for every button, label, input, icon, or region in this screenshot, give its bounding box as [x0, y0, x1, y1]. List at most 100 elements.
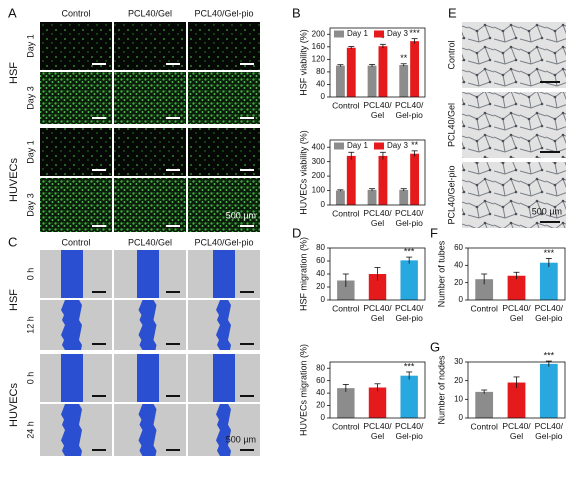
bar — [399, 189, 409, 205]
panel-letter: B — [292, 5, 301, 20]
micrograph — [40, 128, 112, 176]
wound-area — [61, 300, 82, 350]
group-label: HUVECs — [8, 383, 20, 428]
column-header: PCL40/Gel — [128, 237, 172, 247]
bar — [399, 65, 409, 97]
group-label: HUVECs — [8, 158, 20, 203]
legend-label: Day 1 — [347, 29, 368, 38]
row-label: PCL40/Gel — [446, 103, 456, 147]
x-tick-label: PCL40/Gel-pio — [395, 208, 424, 228]
significance: ** — [411, 140, 419, 150]
y-tick-label: 40 — [454, 260, 463, 269]
plot-frame — [467, 361, 566, 419]
micrograph — [188, 72, 260, 124]
bar — [410, 41, 420, 97]
y-tick-label: 0 — [321, 92, 326, 101]
y-tick-label: 20 — [454, 278, 463, 287]
x-tick-label: Control — [332, 303, 360, 313]
bar — [367, 65, 377, 97]
micrograph — [462, 92, 566, 158]
scale-label: 500 µm — [532, 206, 562, 216]
legend-label: Day 3 — [387, 141, 408, 150]
wound-area — [138, 300, 157, 350]
column-header: PCL40/Gel — [128, 8, 172, 18]
row-label: Day 3 — [25, 193, 35, 217]
bar — [335, 190, 345, 205]
x-tick-label: PCL40/Gel — [363, 421, 392, 441]
y-tick-label: 80 — [316, 363, 325, 372]
row-label: 24 h — [25, 421, 35, 439]
y-tick-label: 120 — [312, 54, 326, 63]
x-tick-label: PCL40/Gel — [363, 100, 392, 120]
y-tick-label: 0 — [459, 413, 464, 422]
y-axis-label: HUVECs viability (%) — [298, 130, 308, 215]
column-header: PCL40/Gel-pio — [194, 8, 253, 18]
micrograph — [188, 128, 260, 176]
bar — [400, 375, 418, 418]
y-tick-label: 40 — [316, 388, 325, 397]
y-tick-label: 80 — [316, 243, 325, 252]
x-tick-label: Control — [332, 100, 360, 110]
plot-frame — [329, 361, 426, 419]
y-tick-label: 400 — [312, 142, 326, 151]
bar — [400, 260, 418, 300]
y-tick-label: 100 — [312, 186, 326, 195]
group-label: HSF — [8, 289, 20, 311]
panel-letter: E — [448, 5, 457, 20]
x-tick-label: Control — [470, 303, 498, 313]
micrograph — [114, 128, 186, 176]
row-label: Day 1 — [25, 34, 35, 58]
panel-letter: C — [8, 234, 17, 249]
wound-area — [61, 250, 83, 298]
x-tick-label: PCL40/Gel-pio — [395, 303, 424, 323]
row-label: 0 h — [25, 268, 35, 281]
y-tick-label: 30 — [454, 357, 463, 366]
bar — [539, 363, 558, 418]
micrograph — [114, 72, 186, 124]
group-label: HSF — [8, 62, 20, 84]
wound-area — [61, 404, 82, 456]
y-axis-label: HSF migration (%) — [298, 237, 308, 311]
y-tick-label: 300 — [312, 157, 326, 166]
bar — [337, 388, 355, 418]
bar — [507, 382, 526, 418]
row-label: Day 1 — [25, 140, 35, 164]
y-tick-label: 40 — [316, 80, 325, 89]
bar — [368, 274, 387, 300]
y-axis-label: Number of tubes — [436, 240, 446, 307]
significance: *** — [544, 248, 555, 258]
scale-label: 500 µm — [226, 210, 256, 220]
significance: * — [381, 34, 385, 44]
y-axis-label: HUVECs migration (%) — [298, 344, 308, 436]
wound-area — [216, 404, 231, 456]
wound-area — [138, 404, 157, 456]
scale-label: 500 µm — [226, 434, 256, 444]
plot-frame — [467, 247, 566, 301]
bar — [378, 155, 388, 205]
micrograph — [40, 22, 112, 70]
x-tick-label: PCL40/Gel-pio — [395, 421, 424, 441]
bar — [539, 262, 558, 300]
bar — [337, 280, 355, 300]
panel-letter: A — [8, 5, 17, 20]
x-tick-label: Control — [470, 421, 498, 431]
significance: *** — [409, 28, 420, 38]
x-tick-label: PCL40/Gel — [363, 303, 392, 323]
row-label: 12 h — [25, 316, 35, 334]
micrograph — [188, 178, 260, 232]
legend-label: Day 3 — [387, 29, 408, 38]
y-axis-label: HSF viability (%) — [298, 29, 308, 96]
y-tick-label: 0 — [321, 200, 326, 209]
legend-swatch — [374, 30, 384, 38]
y-tick-label: 20 — [454, 376, 463, 385]
micrograph — [114, 178, 186, 232]
bar — [346, 47, 356, 97]
y-axis-label: Number of nodes — [436, 355, 446, 425]
wound-area — [61, 354, 83, 402]
row-label: 0 h — [25, 372, 35, 385]
legend-swatch — [334, 142, 344, 150]
row-label: Control — [446, 40, 456, 69]
bar — [410, 153, 420, 205]
y-tick-label: 60 — [316, 376, 325, 385]
